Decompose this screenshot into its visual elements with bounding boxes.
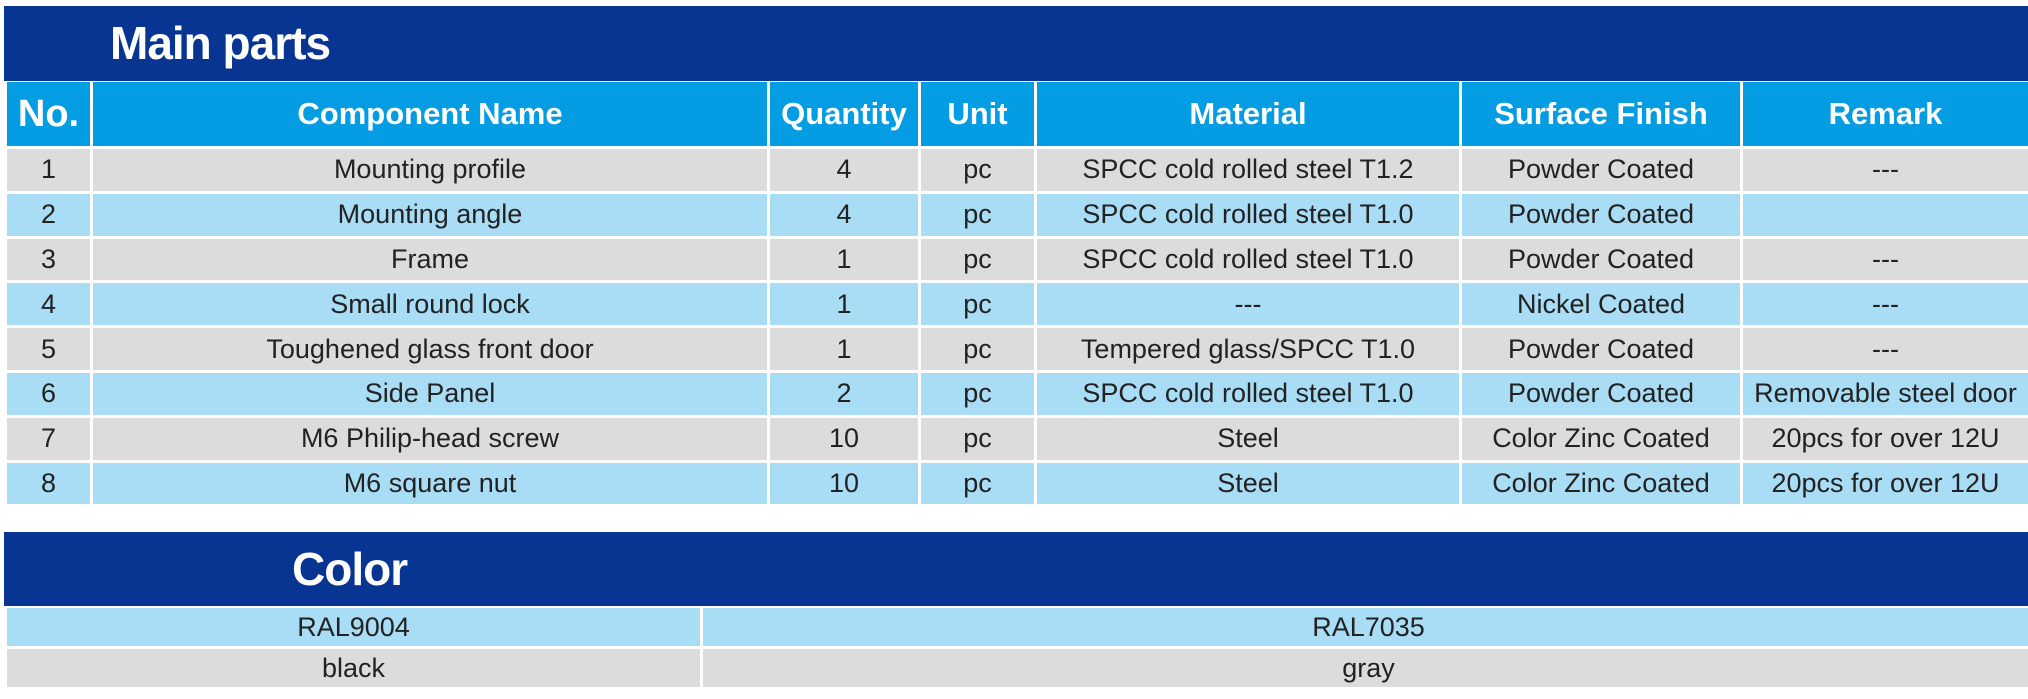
cell-unit: pc xyxy=(921,193,1034,236)
cell-unit: pc xyxy=(921,462,1034,505)
cell-surface-finish: Nickel Coated xyxy=(1462,283,1740,326)
cell-component-name: Frame xyxy=(93,238,767,281)
cell-component-name: M6 Philip-head screw xyxy=(93,417,767,460)
cell-surface-finish: Powder Coated xyxy=(1462,193,1740,236)
cell-material: Tempered glass/SPCC T1.0 xyxy=(1037,328,1459,370)
cell-unit: pc xyxy=(921,328,1034,370)
cell-quantity: 1 xyxy=(770,238,918,281)
cell-component-name: Mounting profile xyxy=(93,149,767,191)
cell-unit: pc xyxy=(921,149,1034,191)
cell-surface-finish: Powder Coated xyxy=(1462,238,1740,281)
cell-remark: 20pcs for over 12U xyxy=(1743,462,2028,505)
header-no: No. xyxy=(7,82,90,146)
cell-remark: --- xyxy=(1743,238,2028,281)
header-quantity: Quantity xyxy=(770,82,918,146)
table-row: 1 Mounting profile 4 pc SPCC cold rolled… xyxy=(7,149,2028,191)
cell-no: 4 xyxy=(7,283,90,326)
cell-remark xyxy=(1743,193,2028,236)
color-table: RAL9004 RAL7035 black gray xyxy=(4,605,2028,690)
color-name-black: black xyxy=(7,649,700,687)
cell-surface-finish: Color Zinc Coated xyxy=(1462,462,1740,505)
cell-material: --- xyxy=(1037,283,1459,326)
header-unit: Unit xyxy=(921,82,1034,146)
cell-no: 2 xyxy=(7,193,90,236)
table-row: 4 Small round lock 1 pc --- Nickel Coate… xyxy=(7,283,2028,326)
cell-surface-finish: Powder Coated xyxy=(1462,328,1740,370)
cell-material: Steel xyxy=(1037,462,1459,505)
color-code-gray: RAL7035 xyxy=(703,608,2028,646)
cell-no: 5 xyxy=(7,328,90,370)
header-component-name: Component Name xyxy=(93,82,767,146)
cell-component-name: Side Panel xyxy=(93,372,767,415)
cell-remark: Removable steel door xyxy=(1743,372,2028,415)
cell-unit: pc xyxy=(921,372,1034,415)
header-surface-finish: Surface Finish xyxy=(1462,82,1740,146)
cell-quantity: 10 xyxy=(770,417,918,460)
table-row: 3 Frame 1 pc SPCC cold rolled steel T1.0… xyxy=(7,238,2028,281)
color-title: Color xyxy=(4,532,2028,606)
cell-material: Steel xyxy=(1037,417,1459,460)
header-material: Material xyxy=(1037,82,1459,146)
cell-unit: pc xyxy=(921,238,1034,281)
cell-material: SPCC cold rolled steel T1.0 xyxy=(1037,372,1459,415)
table-row: 5 Toughened glass front door 1 pc Temper… xyxy=(7,328,2028,370)
color-code-black: RAL9004 xyxy=(7,608,700,646)
cell-material: SPCC cold rolled steel T1.0 xyxy=(1037,193,1459,236)
cell-quantity: 2 xyxy=(770,372,918,415)
cell-no: 7 xyxy=(7,417,90,460)
header-remark: Remark xyxy=(1743,82,2028,146)
cell-remark: --- xyxy=(1743,149,2028,191)
cell-quantity: 4 xyxy=(770,149,918,191)
color-name-row: black gray xyxy=(7,649,2028,687)
cell-no: 3 xyxy=(7,238,90,281)
header-row: No. Component Name Quantity Unit Materia… xyxy=(7,82,2028,146)
cell-quantity: 1 xyxy=(770,328,918,370)
table-row: 8 M6 square nut 10 pc Steel Color Zinc C… xyxy=(7,462,2028,505)
table-row: 6 Side Panel 2 pc SPCC cold rolled steel… xyxy=(7,372,2028,415)
table-row: 7 M6 Philip-head screw 10 pc Steel Color… xyxy=(7,417,2028,460)
cell-no: 8 xyxy=(7,462,90,505)
cell-component-name: M6 square nut xyxy=(93,462,767,505)
cell-material: SPCC cold rolled steel T1.2 xyxy=(1037,149,1459,191)
cell-remark: 20pcs for over 12U xyxy=(1743,417,2028,460)
color-code-row: RAL9004 RAL7035 xyxy=(7,608,2028,646)
cell-surface-finish: Powder Coated xyxy=(1462,372,1740,415)
cell-component-name: Small round lock xyxy=(93,283,767,326)
cell-remark: --- xyxy=(1743,328,2028,370)
cell-surface-finish: Color Zinc Coated xyxy=(1462,417,1740,460)
cell-quantity: 1 xyxy=(770,283,918,326)
cell-remark: --- xyxy=(1743,283,2028,326)
cell-no: 6 xyxy=(7,372,90,415)
cell-surface-finish: Powder Coated xyxy=(1462,149,1740,191)
cell-unit: pc xyxy=(921,283,1034,326)
cell-component-name: Toughened glass front door xyxy=(93,328,767,370)
cell-component-name: Mounting angle xyxy=(93,193,767,236)
cell-unit: pc xyxy=(921,417,1034,460)
table-row: 2 Mounting angle 4 pc SPCC cold rolled s… xyxy=(7,193,2028,236)
cell-no: 1 xyxy=(7,149,90,191)
main-parts-table: No. Component Name Quantity Unit Materia… xyxy=(4,79,2028,507)
cell-quantity: 4 xyxy=(770,193,918,236)
main-parts-title: Main parts xyxy=(4,6,2028,81)
cell-quantity: 10 xyxy=(770,462,918,505)
color-name-gray: gray xyxy=(703,649,2028,687)
cell-material: SPCC cold rolled steel T1.0 xyxy=(1037,238,1459,281)
